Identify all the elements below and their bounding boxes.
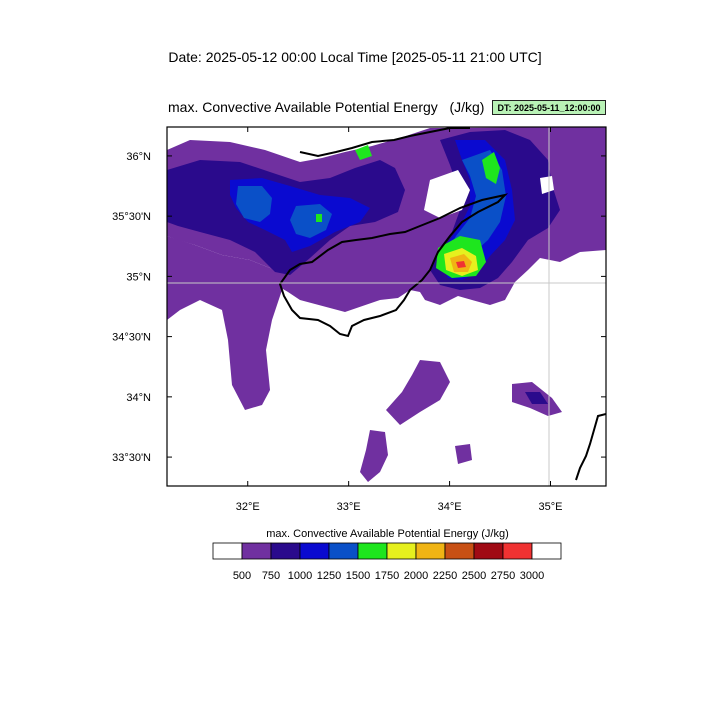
lon-tick-label: 35°E xyxy=(539,501,563,513)
lat-tick-label: 34°N xyxy=(126,392,151,404)
lon-tick-label: 34°E xyxy=(438,501,462,513)
colorbar-level-label: 1750 xyxy=(375,570,399,582)
cape-region-purple-south-1 xyxy=(386,360,450,425)
cape-region-purple-west xyxy=(167,236,282,410)
colorbar: 500 750 1000 1250 1500 1750 2000 2250 2500 2750 30… xyxy=(212,542,562,582)
lat-tick-label: 34°30'N xyxy=(112,332,151,344)
colorbar-level-label: 2000 xyxy=(404,570,428,582)
colorbar-level-label: 2250 xyxy=(433,570,457,582)
colorbar-swatch xyxy=(473,542,504,560)
colorbar-level-label: 2500 xyxy=(462,570,486,582)
dt-badge: DT: 2025-05-11_12:00:00 xyxy=(492,100,606,115)
lat-tick-label: 36°N xyxy=(126,151,151,163)
axis-ticks: 32°E 33°E 34°E 35°E 36°N 35°30'N 35°N 34°30'N 34… xyxy=(112,127,606,513)
gridlines xyxy=(167,127,606,486)
colorbar-swatch xyxy=(531,542,562,560)
cape-region-purple-south-2 xyxy=(360,430,388,482)
colorbar-swatch xyxy=(328,542,359,560)
coastlines xyxy=(278,127,606,481)
coastline-cyprus xyxy=(278,193,509,338)
colorbar-swatch xyxy=(241,542,272,560)
map-title: max. Convective Available Potential Ener… xyxy=(168,99,485,115)
cape-region-green-4 xyxy=(316,214,322,222)
date-title: Date: 2025-05-12 00:00 Local Time [2025-… xyxy=(168,49,542,65)
colorbar-swatch xyxy=(270,542,301,560)
cape-region-red xyxy=(456,261,466,268)
cape-field xyxy=(167,127,606,482)
colorbar-level-label: 2750 xyxy=(491,570,515,582)
cape-region-green-1 xyxy=(482,152,500,184)
cape-region-green-3 xyxy=(355,145,372,160)
colorbar-swatch xyxy=(386,542,417,560)
colorbar-swatch xyxy=(212,542,243,560)
colorbar-level-label: 750 xyxy=(262,570,280,582)
lon-tick-label: 32°E xyxy=(236,501,260,513)
cape-region-purple-south-4 xyxy=(455,444,472,464)
colorbar-swatch xyxy=(444,542,475,560)
map-frame xyxy=(166,126,607,487)
cape-region-navy-south xyxy=(525,392,548,404)
colorbar-swatch xyxy=(299,542,330,560)
cape-hole-1 xyxy=(540,176,554,194)
colorbar-level-label: 3000 xyxy=(520,570,544,582)
colorbar-level-label: 1250 xyxy=(317,570,341,582)
colorbar-level-label: 500 xyxy=(233,570,251,582)
cape-region-medblue-1 xyxy=(236,186,272,222)
cape-hole-2 xyxy=(424,170,470,218)
colorbar-level-label: 1500 xyxy=(346,570,370,582)
cape-region-medblue-2 xyxy=(290,204,332,238)
coastline-turkey xyxy=(299,127,470,158)
lat-tick-label: 33°30'N xyxy=(112,452,151,464)
colorbar-title: max. Convective Available Potential Ener… xyxy=(266,528,509,540)
colorbar-swatch xyxy=(502,542,533,560)
lon-tick-label: 33°E xyxy=(337,501,361,513)
colorbar-level-label: 1000 xyxy=(288,570,312,582)
colorbar-swatch xyxy=(357,542,388,560)
lat-tick-label: 35°N xyxy=(126,271,151,283)
coastline-levant xyxy=(575,413,606,481)
lat-tick-label: 35°30'N xyxy=(112,211,151,223)
colorbar-swatch xyxy=(415,542,446,560)
